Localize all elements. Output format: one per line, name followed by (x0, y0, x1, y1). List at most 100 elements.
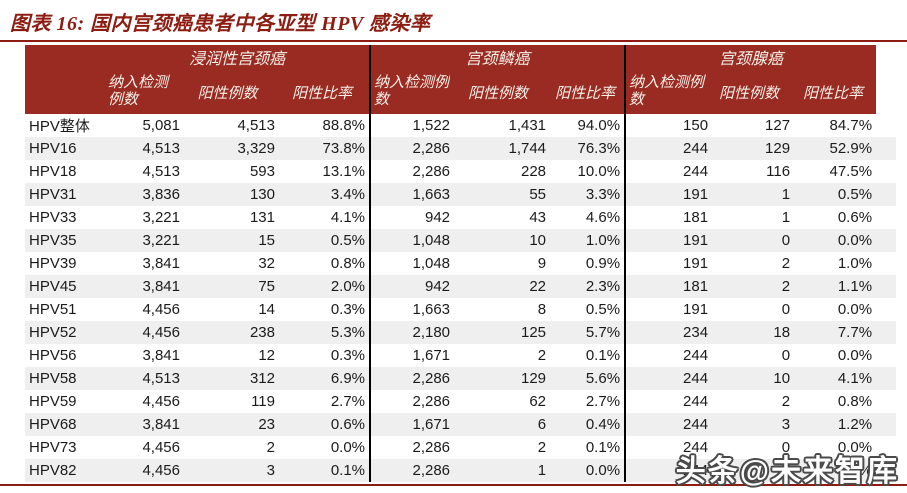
row-spacer (876, 367, 897, 390)
cell: 0.6% (790, 206, 877, 229)
cell: 12 (180, 344, 275, 367)
row-label: HPV33 (25, 206, 105, 229)
cell: 2 (708, 252, 791, 275)
cell: 244 (625, 390, 709, 413)
cell: 0.3% (275, 344, 372, 367)
cell: 6 (450, 413, 547, 436)
cell: 52.9% (790, 137, 877, 160)
cell: 4,513 (105, 137, 180, 160)
cell: 130 (180, 183, 275, 206)
row-label: HPV45 (25, 275, 105, 298)
cell: 1,744 (450, 137, 547, 160)
figure-title: 图表 16: 国内宫颈癌患者中各亚型 HPV 感染率 (10, 13, 431, 35)
row-label: HPV39 (25, 252, 105, 275)
cell: 1,522 (370, 114, 451, 137)
cell: 2 (180, 436, 275, 459)
table-row: HPV51 4,456 14 0.3% 1,663 8 0.5% 191 0 0.0% (25, 298, 897, 321)
cell: 4,456 (105, 390, 180, 413)
cell: 2,286 (370, 390, 451, 413)
cell: 15 (180, 229, 275, 252)
row-spacer (876, 183, 897, 206)
cell: 5.3% (275, 321, 372, 344)
cell: 2.7% (546, 390, 627, 413)
row-label: HPV31 (25, 183, 105, 206)
cell: 32 (180, 252, 275, 275)
cell: 4,513 (105, 367, 180, 390)
row-spacer (876, 344, 897, 367)
cell: 73.8% (275, 137, 372, 160)
cell: 1.0% (546, 229, 627, 252)
cell: 3,841 (105, 252, 180, 275)
cell: 131 (180, 206, 275, 229)
cell: 1,671 (370, 413, 451, 436)
row-label: HPV51 (25, 298, 105, 321)
cell: 0.0% (275, 436, 372, 459)
row-label: HPV59 (25, 390, 105, 413)
cell: 0 (708, 436, 791, 459)
cell: 62 (450, 390, 547, 413)
cell: 1 (708, 183, 791, 206)
cell: 3,841 (105, 413, 180, 436)
cell: 234 (625, 321, 709, 344)
watermark: 头条@未来智库 (675, 455, 899, 488)
cell: 7.7% (790, 321, 877, 344)
cell: 191 (625, 229, 709, 252)
table-row: HPV16 4,513 3,329 73.8% 2,286 1,744 76.3% 244 12… (25, 137, 897, 160)
cell: 593 (180, 160, 275, 183)
cell: 4,513 (180, 114, 275, 137)
cell: 1,671 (370, 344, 451, 367)
cell: 0 (708, 229, 791, 252)
cell: 14 (180, 298, 275, 321)
cell: 0.0% (790, 298, 877, 321)
table-row: HPV整体 5,081 4,513 88.8% 1,522 1,431 94.0% 150 12… (25, 114, 897, 137)
row-spacer (876, 252, 897, 275)
cell: 4,456 (105, 436, 180, 459)
col-positive-cases-1: 阳性例数 (180, 70, 275, 114)
cell: 181 (625, 275, 709, 298)
cell: 2,286 (370, 137, 451, 160)
cell: 3,841 (105, 344, 180, 367)
cell: 94.0% (546, 114, 627, 137)
cell: 10 (450, 229, 547, 252)
cell: 4.1% (275, 206, 372, 229)
table-row: HPV35 3,221 15 0.5% 1,048 10 1.0% 191 0 0.0% (25, 229, 897, 252)
cell: 3,221 (105, 229, 180, 252)
group-header-row: 浸润性宫颈癌 宫颈鳞癌 宫颈腺癌 (25, 45, 897, 114)
cell: 2,286 (370, 367, 451, 390)
cell: 1,048 (370, 252, 451, 275)
cell: 0.4% (546, 413, 627, 436)
cell: 4,456 (105, 298, 180, 321)
group-adenocarcinoma: 宫颈腺癌 (625, 45, 877, 70)
cell: 2,286 (370, 459, 451, 482)
row-label: HPV58 (25, 367, 105, 390)
cell: 10.0% (546, 160, 627, 183)
cell: 125 (450, 321, 547, 344)
cell: 2.3% (546, 275, 627, 298)
row-spacer (876, 275, 897, 298)
cell: 191 (625, 298, 709, 321)
cell: 9 (450, 252, 547, 275)
row-label: HPV18 (25, 160, 105, 183)
table-row: HPV68 3,841 23 0.6% 1,671 6 0.4% 244 3 1.2% (25, 413, 897, 436)
cell: 23 (180, 413, 275, 436)
hpv-infection-table: 浸润性宫颈癌 宫颈鳞癌 宫颈腺癌 纳入检测例数 阳性例数 阳性比率 纳入检测例数… (25, 45, 897, 482)
cell: 43 (450, 206, 547, 229)
cell: 2 (708, 390, 791, 413)
row-label: HPV68 (25, 413, 105, 436)
table-row: HPV45 3,841 75 2.0% 942 22 2.3% 181 2 1.1% (25, 275, 897, 298)
row-spacer (876, 160, 897, 183)
row-label: HPV整体 (25, 114, 105, 137)
table-row: HPV59 4,456 119 2.7% 2,286 62 2.7% 244 2 0.8% (25, 390, 897, 413)
cell: 0.1% (275, 459, 372, 482)
cell: 5.7% (546, 321, 627, 344)
cell: 244 (625, 436, 709, 459)
row-spacer (876, 436, 897, 459)
cell: 119 (180, 390, 275, 413)
row-label: HPV16 (25, 137, 105, 160)
table-row: HPV18 4,513 593 13.1% 2,286 228 10.0% 244 116 47.… (25, 160, 897, 183)
table-header: 浸润性宫颈癌 宫颈鳞癌 宫颈腺癌 纳入检测例数 阳性例数 阳性比率 纳入检测例数… (25, 45, 897, 114)
cell: 942 (370, 206, 451, 229)
cell: 3.4% (275, 183, 372, 206)
cell: 0.0% (790, 229, 877, 252)
